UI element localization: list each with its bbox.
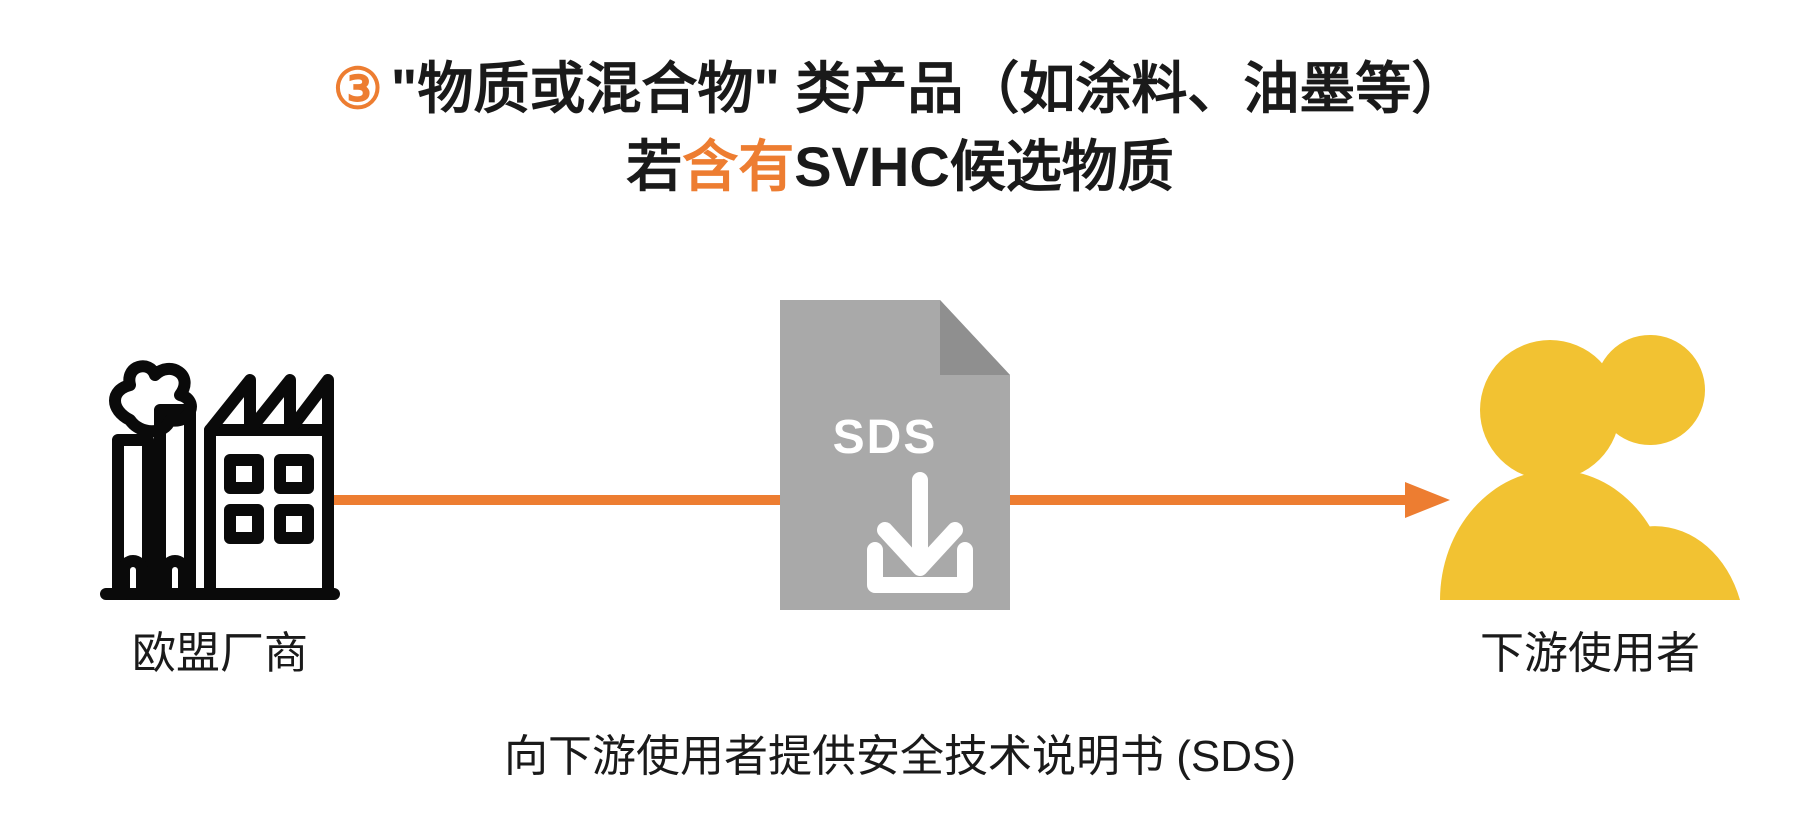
title-line1-after: 类产品（如涂料、油墨等） [780, 57, 1468, 120]
factory-icon [100, 320, 340, 605]
arrow-caption: 向下游使用者提供安全技术说明书 (SDS) [0, 720, 1800, 784]
title-line2-highlight: 含有 [682, 135, 794, 198]
node-users-label: 下游使用者 [1480, 617, 1700, 681]
title-line-1: ③"物质或混合物" 类产品（如涂料、油墨等） [0, 50, 1800, 128]
title-line2-after: SVHC候选物质 [794, 135, 1174, 198]
node-document-label: SDS [760, 410, 1010, 465]
node-factory-label: 欧盟厂商 [132, 617, 308, 681]
title-block: ③"物质或混合物" 类产品（如涂料、油墨等） 若含有SVHC候选物质 [0, 50, 1800, 207]
title-line1-before: "物质或混合物" [391, 57, 780, 120]
document-download-icon: SDS [760, 300, 1010, 610]
users-icon [1440, 320, 1740, 605]
title-line2-before: 若 [626, 135, 682, 198]
title-line-2: 若含有SVHC候选物质 [0, 128, 1800, 206]
node-users: 下游使用者 [1440, 320, 1740, 681]
node-document: SDS [760, 300, 1010, 610]
title-circled-number: ③ [333, 57, 383, 120]
node-factory: 欧盟厂商 [100, 320, 340, 681]
diagram-area: 欧盟厂商 SDS [0, 300, 1800, 800]
